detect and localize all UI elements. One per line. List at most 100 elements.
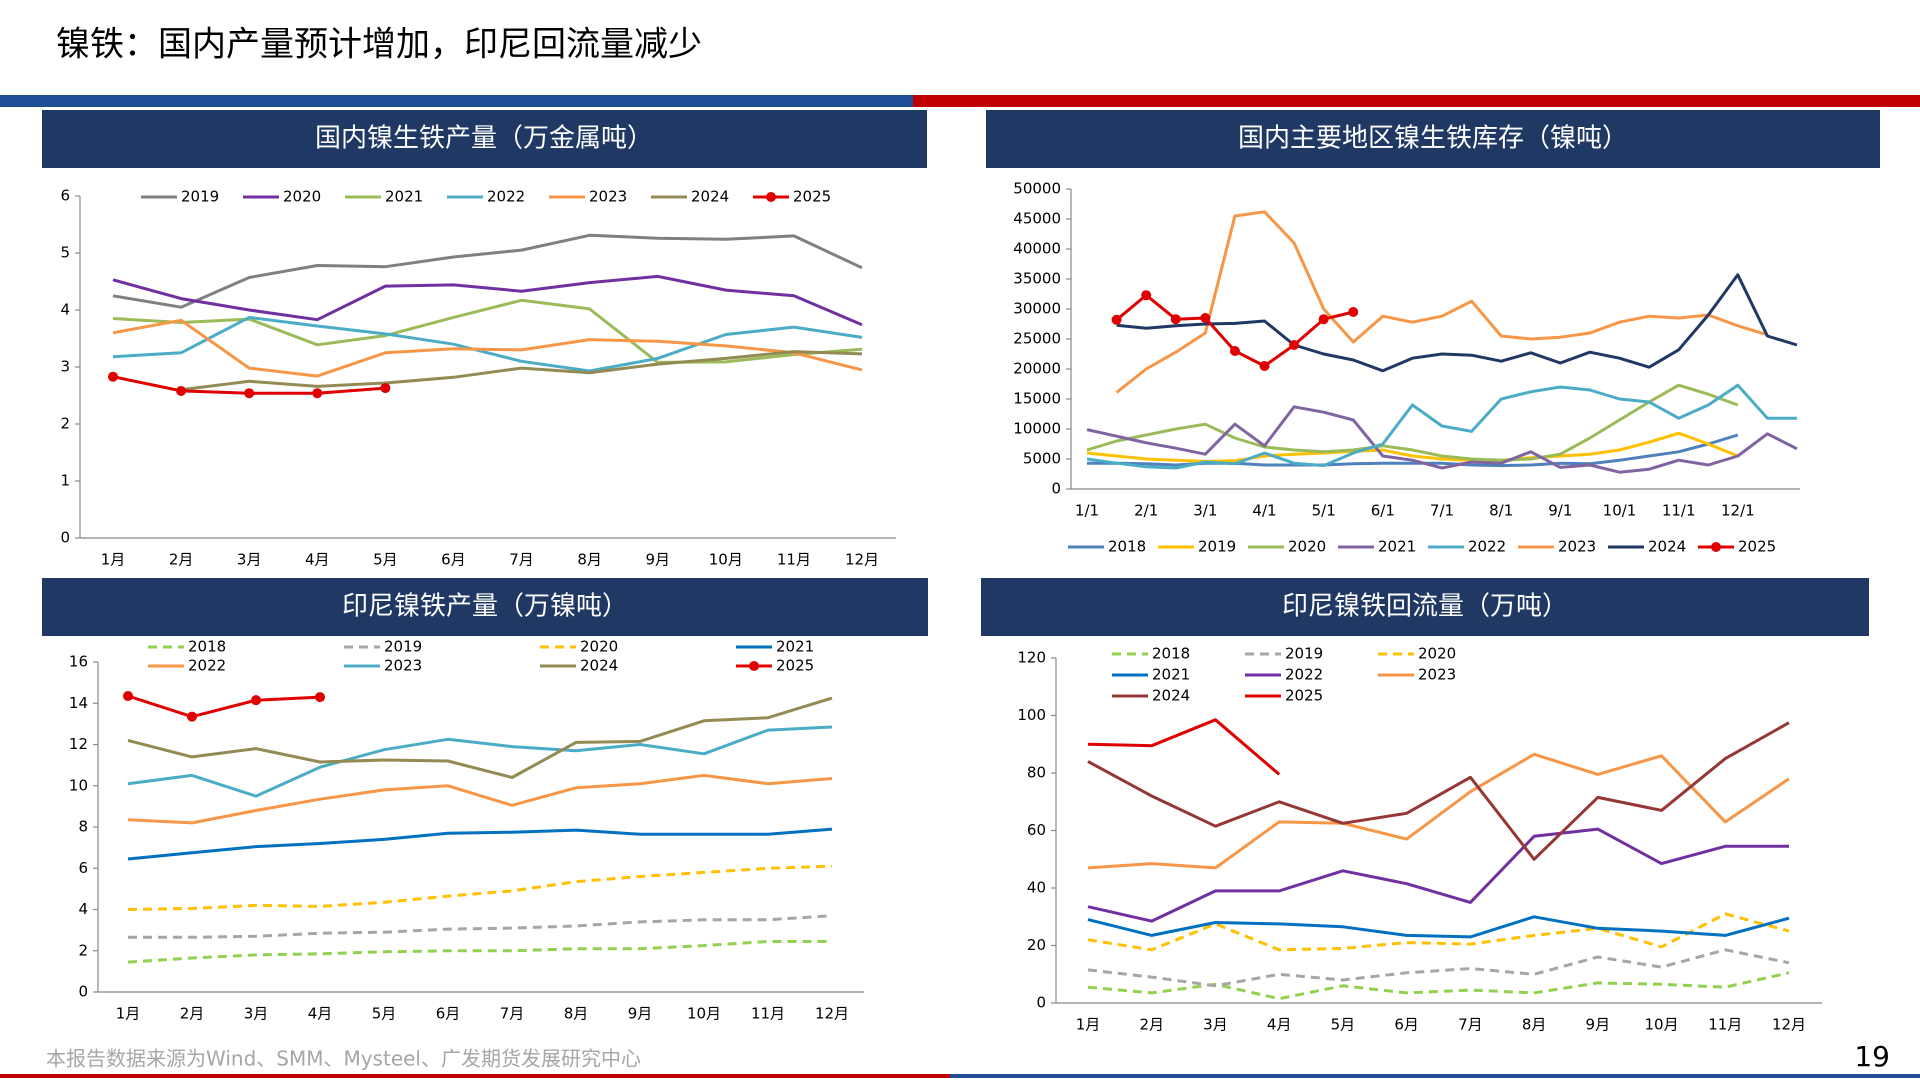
series-line <box>127 827 833 861</box>
legend-label: 2021 <box>385 188 423 206</box>
data-point <box>251 695 261 706</box>
x-tick-label: 11月 <box>777 551 811 569</box>
x-tick-label: 10月 <box>1644 1016 1678 1034</box>
x-tick-label: 8月 <box>1522 1016 1547 1034</box>
x-tick-label: 12月 <box>815 1005 849 1023</box>
series-line <box>1087 912 1790 952</box>
series-line <box>127 696 833 779</box>
slide-title: 镍铁：国内产量预计增加，印尼回流量减少 <box>56 25 702 65</box>
series-line <box>112 298 863 364</box>
x-tick-label: 6月 <box>436 1005 461 1023</box>
panel-title: 国内镍生铁产量（万金属吨） <box>315 124 653 154</box>
x-tick-label: 1月 <box>116 1005 141 1023</box>
x-tick-label: 9月 <box>628 1005 653 1023</box>
x-tick-label: 4/1 <box>1252 502 1276 520</box>
x-tick-label: 3月 <box>244 1005 269 1023</box>
x-tick-label: 12月 <box>1772 1016 1806 1034</box>
legend-label: 2024 <box>1648 538 1686 556</box>
panel-title: 印尼镍铁产量（万镍吨） <box>342 592 628 622</box>
data-point <box>108 371 118 382</box>
x-tick-label: 6月 <box>441 551 466 569</box>
legend-label: 2024 <box>691 188 729 206</box>
series-line <box>127 694 321 719</box>
series-line <box>1086 405 1798 474</box>
x-tick-label: 11/1 <box>1662 502 1696 520</box>
legend-label: 2022 <box>188 657 226 675</box>
series-line <box>112 315 863 373</box>
legend-label: 2024 <box>580 657 618 675</box>
x-tick-label: 5月 <box>372 1005 397 1023</box>
y-tick-label: 80 <box>1027 764 1046 782</box>
x-tick-label: 3月 <box>1203 1016 1228 1034</box>
legend-label: 2023 <box>384 657 422 675</box>
y-tick-label: 5000 <box>1023 450 1061 468</box>
y-tick-label: 40 <box>1027 879 1046 897</box>
top-bar-blue <box>0 95 913 107</box>
panel-header <box>986 110 1880 168</box>
data-point <box>315 692 325 703</box>
x-tick-label: 12/1 <box>1721 502 1755 520</box>
y-tick-label: 120 <box>1017 649 1046 667</box>
series-line <box>1087 827 1789 923</box>
series-line <box>112 318 863 378</box>
y-tick-label: 4 <box>78 900 88 918</box>
series-line <box>1115 210 1768 394</box>
data-point <box>244 388 255 399</box>
legend-label: 2018 <box>1152 645 1190 663</box>
x-tick-label: 6/1 <box>1371 502 1395 520</box>
legend-label: 2018 <box>188 638 226 656</box>
legend-label: 2022 <box>1285 666 1323 684</box>
y-tick-label: 0 <box>78 983 88 1001</box>
y-tick-label: 1 <box>60 472 70 490</box>
series-line <box>1086 383 1797 470</box>
series-line <box>127 940 832 964</box>
bottom-bar-blue <box>950 1074 1920 1078</box>
y-tick-label: 15000 <box>1013 390 1061 408</box>
legend-label: 2019 <box>384 638 422 656</box>
y-tick-label: 16 <box>69 653 88 671</box>
x-tick-label: 10月 <box>709 551 743 569</box>
y-tick-label: 0 <box>60 529 70 547</box>
y-tick-label: 5 <box>60 244 70 262</box>
y-tick-label: 6 <box>60 187 70 205</box>
series-line <box>1087 752 1790 870</box>
y-tick-label: 60 <box>1027 821 1046 839</box>
data-point <box>1229 346 1240 356</box>
x-tick-label: 5月 <box>1331 1016 1356 1034</box>
data-point <box>176 385 187 396</box>
x-tick-label: 2月 <box>180 1005 205 1023</box>
panel-header <box>42 578 928 636</box>
series-line <box>112 274 863 327</box>
panel-header <box>981 578 1869 636</box>
data-point <box>187 711 197 722</box>
series-line <box>1087 915 1790 939</box>
y-tick-label: 2 <box>78 941 88 959</box>
y-tick-label: 4 <box>60 301 70 319</box>
x-tick-label: 11月 <box>1708 1016 1742 1034</box>
series-line <box>1086 431 1739 463</box>
data-point <box>1141 290 1152 301</box>
x-tick-label: 1/1 <box>1075 502 1099 520</box>
legend-label: 2019 <box>1285 645 1323 663</box>
y-tick-label: 0 <box>1051 480 1061 498</box>
x-tick-label: 7月 <box>500 1005 525 1023</box>
y-tick-label: 10000 <box>1013 420 1061 438</box>
y-tick-label: 40000 <box>1013 240 1061 258</box>
series-line <box>112 233 863 309</box>
legend-label: 2025 <box>1738 538 1776 556</box>
series-line <box>127 725 833 798</box>
legend-marker <box>749 661 759 671</box>
series-line <box>1087 718 1281 776</box>
legend-label: 2025 <box>1285 687 1323 705</box>
x-tick-label: 9/1 <box>1548 502 1572 520</box>
series-line <box>180 350 863 392</box>
legend-label: 2019 <box>181 188 219 206</box>
x-tick-label: 7/1 <box>1430 502 1454 520</box>
x-tick-label: 8月 <box>577 551 602 569</box>
x-tick-label: 2月 <box>1139 1016 1164 1034</box>
legend-label: 2023 <box>1418 666 1456 684</box>
legend-label: 2020 <box>1288 538 1326 556</box>
x-tick-label: 2月 <box>169 551 194 569</box>
y-tick-label: 35000 <box>1013 270 1061 288</box>
